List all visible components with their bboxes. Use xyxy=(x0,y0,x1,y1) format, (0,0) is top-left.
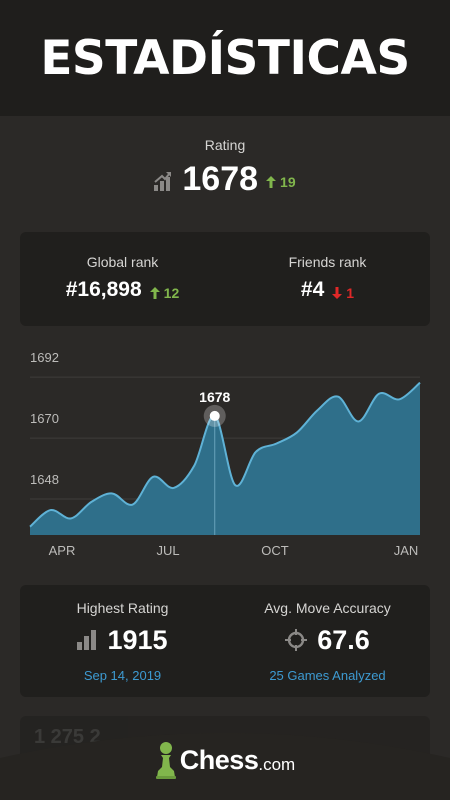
logo-brand: Chess xyxy=(179,744,259,775)
highlight-label: 1678 xyxy=(199,389,230,405)
stats-panel: Highest Rating 1915 Sep 14, 2019 Avg. Mo… xyxy=(20,585,430,697)
y-tick-label: 1648 xyxy=(30,472,59,487)
global-rank: Global rank #16,898 12 xyxy=(20,232,225,326)
highest-rating: Highest Rating 1915 Sep 14, 2019 xyxy=(20,585,225,697)
chess-com-logo: Chess .com xyxy=(0,737,450,783)
x-tick-label: JAN xyxy=(394,543,419,558)
footer-curve xyxy=(0,733,450,800)
arrow-down-icon xyxy=(332,287,343,299)
x-tick-label: JUL xyxy=(156,543,179,558)
x-tick-label: APR xyxy=(49,543,76,558)
global-rank-row: #16,898 12 xyxy=(20,275,225,305)
y-tick-label: 1670 xyxy=(30,411,59,426)
friends-rank: Friends rank #4 1 xyxy=(225,232,430,326)
games-analyzed-link[interactable]: 25 Games Analyzed xyxy=(269,668,386,683)
crosshair-icon xyxy=(285,629,308,651)
global-rank-label: Global rank xyxy=(86,254,159,270)
highest-rating-label: Highest Rating xyxy=(76,600,169,616)
bar-chart-icon xyxy=(77,630,97,650)
pawn-icon xyxy=(155,742,176,779)
rating-history-chart[interactable]: 1692 1670 1648 1678 APR JUL OCT JAN xyxy=(0,345,450,570)
highest-rating-date[interactable]: Sep 14, 2019 xyxy=(83,668,162,683)
rating-trend-icon xyxy=(154,172,172,191)
friends-rank-delta: 1 xyxy=(332,285,354,301)
move-accuracy: Avg. Move Accuracy 67.6 25 Games Analyze… xyxy=(225,585,430,697)
area-fill xyxy=(30,382,420,535)
series-line xyxy=(29,381,421,528)
logo-brand-suffix: .com xyxy=(258,754,296,774)
next-panel-text: 1 275 2 xyxy=(34,726,101,748)
friends-rank-value: #4 xyxy=(300,278,325,301)
rating-label: Rating xyxy=(204,137,246,153)
friends-rank-label: Friends rank xyxy=(288,254,367,270)
global-rank-delta: 12 xyxy=(149,285,180,301)
arrow-up-icon xyxy=(266,176,277,188)
rating-row: 1678 19 xyxy=(0,158,450,200)
rank-panel: Global rank #16,898 12 Friends rank #4 1 xyxy=(20,232,430,326)
friends-rank-delta-value: 1 xyxy=(346,285,355,301)
highest-rating-row: 1915 xyxy=(20,621,225,659)
arrow-up-icon xyxy=(149,287,160,299)
rating-delta-value: 19 xyxy=(280,174,296,190)
page-title: ESTADÍSTICAS xyxy=(40,30,410,86)
move-accuracy-row: 67.6 xyxy=(225,621,430,659)
rating-delta: 19 xyxy=(266,174,296,190)
highest-rating-value: 1915 xyxy=(107,624,168,655)
highlight-point xyxy=(209,410,220,421)
global-rank-delta-value: 12 xyxy=(163,285,180,301)
rating-value: 1678 xyxy=(182,159,259,198)
y-tick-label: 1692 xyxy=(30,350,59,365)
move-accuracy-value: 67.6 xyxy=(317,624,370,655)
global-rank-value: #16,898 xyxy=(65,278,142,301)
move-accuracy-label: Avg. Move Accuracy xyxy=(264,600,391,616)
friends-rank-row: #4 1 xyxy=(225,275,430,305)
x-tick-label: OCT xyxy=(261,543,289,558)
header-banner: ESTADÍSTICAS xyxy=(0,0,450,116)
